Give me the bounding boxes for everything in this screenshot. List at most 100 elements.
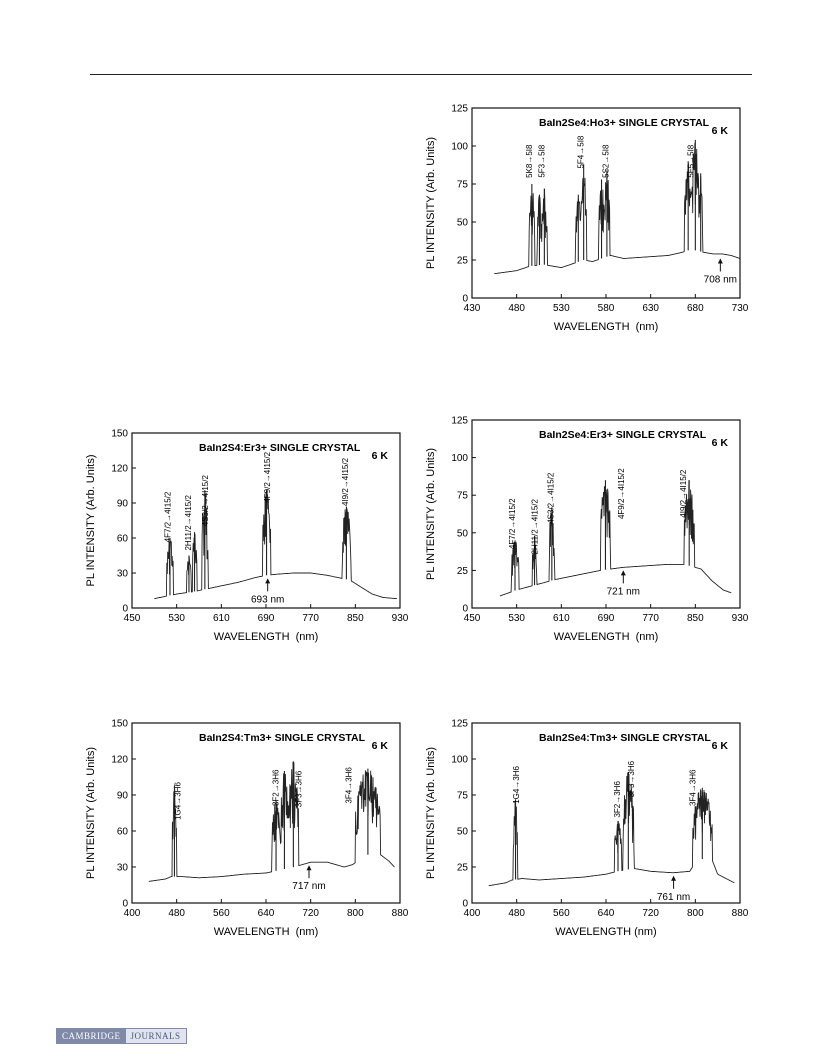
transition-label: 5K8→5I8 bbox=[525, 144, 534, 178]
y-tick-label: 100 bbox=[451, 755, 468, 766]
transition-label: 3F2→3H6 bbox=[613, 781, 622, 818]
y-tick-label: 125 bbox=[451, 719, 468, 730]
spectrum-line bbox=[499, 480, 732, 597]
annotation-label: 761 nm bbox=[657, 892, 690, 903]
x-axis-label: WAVELENGTH (nm) bbox=[554, 321, 659, 333]
header-rule bbox=[90, 74, 752, 75]
annotation-label: 693 nm bbox=[251, 594, 284, 605]
annotation-label: 721 nm bbox=[607, 586, 640, 597]
x-tick-label: 730 bbox=[732, 303, 749, 314]
y-tick-label: 150 bbox=[111, 429, 128, 440]
transition-label: 3F3→3H6 bbox=[627, 760, 636, 797]
temperature-label: 6 K bbox=[712, 437, 729, 449]
logo-right-text: JOURNALS bbox=[125, 1029, 186, 1043]
chart-title: BaIn2Se4:Ho3+ SINGLE CRYSTAL bbox=[539, 117, 710, 129]
x-tick-label: 680 bbox=[687, 303, 704, 314]
x-tick-label: 450 bbox=[464, 613, 481, 624]
spectrum-svg: 400 480 560 640 720 800 880 0 30 60 90 120 150 WAVELE… bbox=[85, 719, 409, 939]
x-axis-label: WAVELENGTH (nm) bbox=[214, 926, 319, 938]
transition-label: 1G4→3H6 bbox=[174, 782, 183, 820]
chart-title: BaIn2S4:Er3+ SINGLE CRYSTAL bbox=[199, 442, 361, 454]
x-tick-label: 560 bbox=[213, 908, 230, 919]
transition-label: 5S2→5I8 bbox=[602, 144, 611, 178]
x-tick-label: 800 bbox=[347, 908, 364, 919]
y-tick-label: 25 bbox=[457, 256, 469, 267]
y-tick-label: 125 bbox=[451, 104, 468, 115]
logo-left-text: CAMBRIDGE bbox=[57, 1029, 126, 1043]
chart-er-se: 450 530 610 690 770 850 930 0 25 50 75 100 125 WAVELE… bbox=[420, 412, 750, 660]
x-tick-label: 850 bbox=[347, 613, 364, 624]
chart-title: BaIn2Se4:Er3+ SINGLE CRYSTAL bbox=[539, 429, 707, 441]
spectrum-svg: 430 480 530 580 630 680 730 0 25 50 75 100 125 WAVELE… bbox=[425, 104, 749, 334]
chart-tm-se: 400 480 560 640 720 800 880 0 25 50 75 100 125 WAVELE… bbox=[420, 715, 750, 955]
x-tick-label: 720 bbox=[302, 908, 319, 919]
y-tick-label: 50 bbox=[457, 827, 469, 838]
y-tick-label: 100 bbox=[451, 142, 468, 153]
x-tick-label: 930 bbox=[732, 613, 749, 624]
spectrum-line bbox=[488, 772, 735, 887]
y-tick-label: 25 bbox=[457, 566, 469, 577]
x-tick-label: 630 bbox=[642, 303, 659, 314]
transition-label: 5F5→5I8 bbox=[687, 144, 696, 177]
x-tick-label: 580 bbox=[598, 303, 615, 314]
transition-label: 5F3→5I8 bbox=[537, 144, 546, 177]
spectrum-line bbox=[494, 142, 741, 275]
x-tick-label: 530 bbox=[508, 613, 525, 624]
chart-title: BaIn2Se4:Tm3+ SINGLE CRYSTAL bbox=[539, 732, 711, 744]
y-tick-label: 125 bbox=[451, 416, 468, 427]
x-tick-label: 610 bbox=[213, 613, 230, 624]
y-tick-label: 75 bbox=[457, 791, 469, 802]
transition-label: 4S3/2→4I15/2 bbox=[201, 475, 210, 527]
y-tick-label: 75 bbox=[457, 491, 469, 502]
y-tick-label: 150 bbox=[111, 719, 128, 730]
x-axis-label: WAVELENGTH (nm) bbox=[555, 926, 656, 938]
chart-title: BaIn2S4:Tm3+ SINGLE CRYSTAL bbox=[199, 732, 366, 744]
x-tick-label: 400 bbox=[464, 908, 481, 919]
x-tick-label: 610 bbox=[553, 613, 570, 624]
y-tick-label: 0 bbox=[462, 899, 468, 910]
chart-tm-s: 400 480 560 640 720 800 880 0 30 60 90 120 150 WAVELE… bbox=[80, 715, 410, 955]
y-tick-label: 30 bbox=[117, 569, 129, 580]
y-tick-label: 50 bbox=[457, 528, 469, 539]
y-tick-label: 25 bbox=[457, 863, 469, 874]
x-tick-label: 800 bbox=[687, 908, 704, 919]
transition-label: 4I9/2→4I15/2 bbox=[679, 469, 688, 518]
x-tick-label: 770 bbox=[302, 613, 319, 624]
x-tick-label: 640 bbox=[598, 908, 615, 919]
x-tick-label: 850 bbox=[687, 613, 704, 624]
spectrum-svg: 450 530 610 690 770 850 930 0 25 50 75 100 125 WAVELE… bbox=[425, 416, 749, 644]
chart-ho-se: 430 480 530 580 630 680 730 0 25 50 75 100 125 WAVELE… bbox=[420, 100, 750, 350]
y-tick-label: 60 bbox=[117, 827, 129, 838]
y-tick-label: 75 bbox=[457, 180, 469, 191]
y-tick-label: 30 bbox=[117, 863, 129, 874]
y-tick-label: 0 bbox=[122, 899, 128, 910]
spectrum-svg: 450 530 610 690 770 850 930 0 30 60 90 120 150 WAVELE… bbox=[85, 429, 409, 644]
x-axis-label: WAVELENGTH (nm) bbox=[554, 631, 659, 643]
transition-label: 4F7/2→4I15/2 bbox=[508, 498, 517, 549]
chart-er-s: 450 530 610 690 770 850 930 0 30 60 90 120 150 WAVELE… bbox=[80, 425, 410, 660]
y-tick-label: 120 bbox=[111, 755, 128, 766]
x-tick-label: 450 bbox=[124, 613, 141, 624]
x-tick-label: 640 bbox=[258, 908, 275, 919]
x-tick-label: 480 bbox=[508, 908, 525, 919]
x-tick-label: 530 bbox=[168, 613, 185, 624]
y-tick-label: 50 bbox=[457, 218, 469, 229]
transition-label: 3F4→3H6 bbox=[344, 767, 353, 804]
y-tick-label: 60 bbox=[117, 534, 129, 545]
y-tick-label: 120 bbox=[111, 464, 128, 475]
temperature-label: 6 K bbox=[712, 125, 729, 137]
temperature-label: 6 K bbox=[372, 450, 389, 462]
y-axis-label: PL INTENSITY (Arb. Units) bbox=[85, 747, 97, 879]
x-tick-label: 530 bbox=[553, 303, 570, 314]
x-axis-label: WAVELENGTH (nm) bbox=[214, 631, 319, 643]
x-tick-label: 480 bbox=[168, 908, 185, 919]
transition-label: 3F4→3H6 bbox=[688, 769, 697, 806]
spectrum-line bbox=[148, 761, 395, 882]
transition-label: 4I9/2→4I15/2 bbox=[341, 457, 350, 506]
transition-label: 4F9/2→4I15/2 bbox=[617, 468, 626, 519]
y-axis-label: PL INTENSITY (Arb. Units) bbox=[425, 747, 437, 879]
transition-label: 4S3/2→4I15/2 bbox=[547, 472, 556, 524]
annotation-arrow-head bbox=[265, 578, 271, 584]
temperature-label: 6 K bbox=[372, 740, 389, 752]
x-tick-label: 560 bbox=[553, 908, 570, 919]
